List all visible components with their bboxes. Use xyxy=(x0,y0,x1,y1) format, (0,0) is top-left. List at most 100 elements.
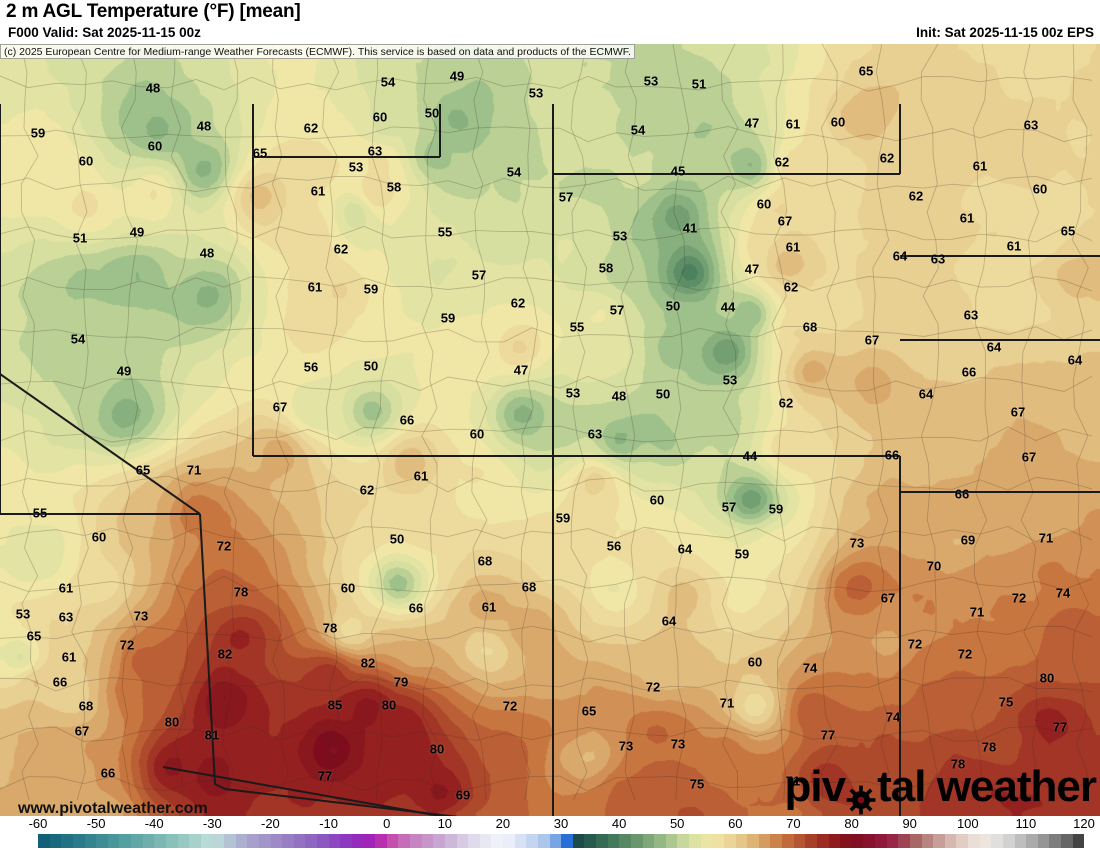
temperature-value-label: 59 xyxy=(30,125,46,141)
temperature-value-label: 67 xyxy=(880,590,896,606)
logo-text-part2: tal weather xyxy=(877,762,1097,811)
temperature-value-label: 57 xyxy=(471,267,487,283)
temperature-value-label: 50 xyxy=(655,386,671,402)
temperature-value-label: 72 xyxy=(502,698,518,714)
temperature-value-label: 48 xyxy=(196,118,212,134)
temperature-value-label: 47 xyxy=(513,362,529,378)
temperature-value-label: 77 xyxy=(317,768,333,784)
temperature-value-label: 80 xyxy=(429,741,445,757)
temperature-value-label: 73 xyxy=(133,608,149,624)
temperature-value-label: 77 xyxy=(820,727,836,743)
temperature-value-label: 72 xyxy=(216,538,232,554)
temperature-value-label: 74 xyxy=(802,660,818,676)
temperature-value-label: 64 xyxy=(986,339,1002,355)
temperature-value-label: 75 xyxy=(689,776,705,792)
temperature-value-label: 61 xyxy=(413,468,429,484)
temperature-value-label: 62 xyxy=(774,154,790,170)
temperature-value-label: 50 xyxy=(389,531,405,547)
temperature-value-label: 69 xyxy=(960,532,976,548)
temperature-value-label: 54 xyxy=(70,331,86,347)
temperature-value-label: 61 xyxy=(310,183,326,199)
temperature-value-label: 72 xyxy=(907,636,923,652)
temperature-value-label: 61 xyxy=(481,599,497,615)
temperature-value-label: 60 xyxy=(830,114,846,130)
temperature-value-label: 66 xyxy=(884,447,900,463)
temperature-value-label: 61 xyxy=(972,158,988,174)
temperature-value-label: 56 xyxy=(303,359,319,375)
temperature-value-label: 68 xyxy=(477,553,493,569)
temperature-value-label: 65 xyxy=(581,703,597,719)
temperature-value-label: 48 xyxy=(199,245,215,261)
temperature-value-label: 49 xyxy=(129,224,145,240)
pivotal-weather-logo: piv tal weather xyxy=(785,762,1097,815)
temperature-value-label: 71 xyxy=(1038,530,1054,546)
temperature-value-label: 65 xyxy=(135,462,151,478)
colorbar-tick: 70 xyxy=(786,816,801,831)
temperature-value-label: 72 xyxy=(957,646,973,662)
temperature-value-label: 72 xyxy=(645,679,661,695)
temperature-value-label: 58 xyxy=(386,179,402,195)
map-header: 2 m AGL Temperature (°F) [mean] F000 Val… xyxy=(0,0,1100,44)
temperature-value-label: 55 xyxy=(437,224,453,240)
temperature-value-label: 47 xyxy=(744,115,760,131)
temperature-value-label: 60 xyxy=(649,492,665,508)
temperature-value-label: 62 xyxy=(783,279,799,295)
temperature-value-label: 49 xyxy=(116,363,132,379)
temperature-value-label: 53 xyxy=(528,85,544,101)
temperature-value-label: 60 xyxy=(747,654,763,670)
temperature-value-label: 69 xyxy=(455,787,471,803)
state-county-boundaries xyxy=(0,44,1100,816)
temperature-value-label: 68 xyxy=(521,579,537,595)
temperature-value-label: 64 xyxy=(661,613,677,629)
colorbar-tick: 60 xyxy=(728,816,743,831)
temperature-value-label: 66 xyxy=(408,600,424,616)
temperature-value-label: 60 xyxy=(340,580,356,596)
temperature-value-label: 75 xyxy=(998,694,1014,710)
temperature-value-label: 49 xyxy=(449,68,465,84)
temperature-map[interactable]: 59 48 48 60 60 51 49 48 54 49 65 62 60 54 50 49 53 63 53 58… xyxy=(0,44,1100,816)
temperature-value-label: 45 xyxy=(670,163,686,179)
temperature-value-label: 73 xyxy=(670,736,686,752)
county-boundaries xyxy=(0,44,1093,801)
colorbar[interactable]: -60 -50 -40 -30 -20 -10 0 10 20 30 40 50 60 70 80 90 100… xyxy=(0,816,1100,850)
temperature-value-label: 61 xyxy=(959,210,975,226)
temperature-value-label: 62 xyxy=(778,395,794,411)
temperature-value-label: 62 xyxy=(333,241,349,257)
temperature-value-label: 74 xyxy=(885,709,901,725)
temperature-value-label: 61 xyxy=(58,580,74,596)
colorbar-tick: 20 xyxy=(495,816,511,831)
temperature-value-label: 60 xyxy=(756,196,772,212)
temperature-value-label: 54 xyxy=(380,74,396,90)
init-time-label: Init: Sat 2025-11-15 00z EPS xyxy=(916,25,1094,40)
temperature-value-label: 57 xyxy=(558,189,574,205)
colorbar-tick: 40 xyxy=(611,816,627,831)
temperature-value-label: 61 xyxy=(785,116,801,132)
temperature-value-label: 67 xyxy=(272,399,288,415)
temperature-value-label: 59 xyxy=(555,510,571,526)
temperature-value-label: 60 xyxy=(372,109,388,125)
temperature-value-label: 65 xyxy=(26,628,42,644)
temperature-value-label: 63 xyxy=(587,426,603,442)
temperature-value-label: 81 xyxy=(204,727,220,743)
temperature-value-label: 62 xyxy=(908,188,924,204)
temperature-value-label: 56 xyxy=(606,538,622,554)
temperature-value-label: 55 xyxy=(569,319,585,335)
temperature-value-label: 60 xyxy=(147,138,163,154)
temperature-value-label: 50 xyxy=(424,105,440,121)
temperature-value-label: 53 xyxy=(612,228,628,244)
temperature-value-label: 63 xyxy=(58,609,74,625)
temperature-value-label: 61 xyxy=(785,239,801,255)
temperature-value-label: 78 xyxy=(233,584,249,600)
temperature-value-label: 50 xyxy=(363,358,379,374)
temperature-value-label: 80 xyxy=(164,714,180,730)
temperature-value-label: 79 xyxy=(393,674,409,690)
temperature-value-label: 53 xyxy=(722,372,738,388)
temperature-value-label: 77 xyxy=(1052,719,1068,735)
colorbar-tick: -60 xyxy=(28,816,48,831)
temperature-value-label: 62 xyxy=(303,120,319,136)
temperature-value-label: 60 xyxy=(469,426,485,442)
temperature-value-label: 67 xyxy=(74,723,90,739)
temperature-value-label: 54 xyxy=(506,164,522,180)
temperature-value-label: 59 xyxy=(363,281,379,297)
